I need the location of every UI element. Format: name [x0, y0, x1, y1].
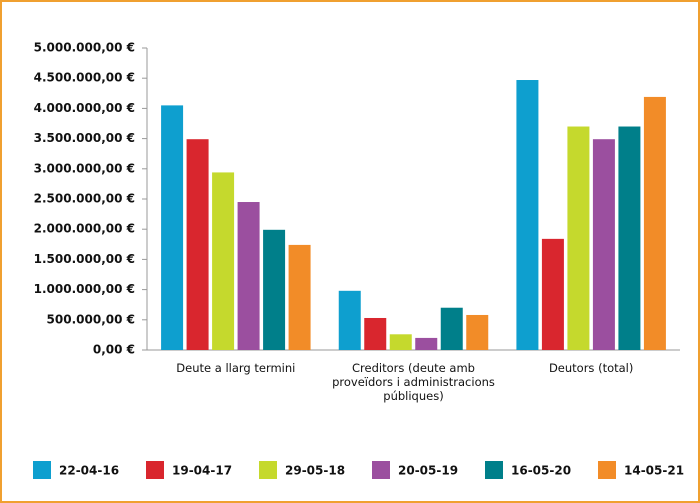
- bar: [567, 126, 590, 351]
- legend-swatch: [259, 461, 277, 479]
- bar: [643, 96, 666, 350]
- x-tick-label: Creditors (deute amb proveïdors i admini…: [332, 361, 495, 403]
- y-tick-label: 1.000.000,00 €: [34, 282, 135, 296]
- x-tick-label: Deutors (total): [548, 361, 634, 375]
- y-tick-label: 4.000.000,00 €: [34, 101, 135, 115]
- x-tick-label: Deute a llarg termini: [176, 361, 296, 375]
- legend-label: 16-05-20: [511, 464, 571, 478]
- y-tick-label: 4.500.000,00 €: [34, 71, 135, 85]
- bar: [415, 337, 438, 350]
- bar: [516, 80, 539, 351]
- bar: [541, 238, 564, 350]
- bar: [389, 334, 412, 350]
- y-tick-label: 3.000.000,00 €: [34, 161, 135, 175]
- y-tick-label: 500.000,00 €: [47, 312, 135, 326]
- bar: [212, 172, 235, 350]
- y-tick-label: 2.500.000,00 €: [34, 192, 135, 206]
- legend-swatch: [485, 461, 503, 479]
- legend-swatch: [146, 461, 164, 479]
- legend-swatch: [372, 461, 390, 479]
- legend-swatch: [33, 461, 51, 479]
- bar: [618, 126, 641, 351]
- bar: [288, 244, 311, 350]
- bar: [186, 139, 209, 350]
- bar: [237, 202, 260, 350]
- bar: [466, 314, 489, 350]
- legend-label: 29-05-18: [285, 464, 345, 478]
- y-tick-label: 1.500.000,00 €: [34, 252, 135, 266]
- bar: [263, 229, 286, 350]
- y-tick-label: 2.000.000,00 €: [34, 222, 135, 236]
- bar: [592, 139, 615, 350]
- legend-label: 20-05-19: [398, 464, 458, 478]
- legend-label: 19-04-17: [172, 464, 232, 478]
- legend-label: 22-04-16: [59, 464, 119, 478]
- bar: [338, 290, 361, 350]
- y-tick-label: 3.500.000,00 €: [34, 131, 135, 145]
- legend-label: 14-05-21: [624, 464, 684, 478]
- y-tick-label: 5.000.000,00 €: [34, 41, 135, 55]
- bar: [440, 307, 463, 350]
- legend-swatch: [598, 461, 616, 479]
- bar: [161, 105, 184, 350]
- y-tick-label: 0,00 €: [93, 343, 135, 357]
- bar: [364, 317, 387, 350]
